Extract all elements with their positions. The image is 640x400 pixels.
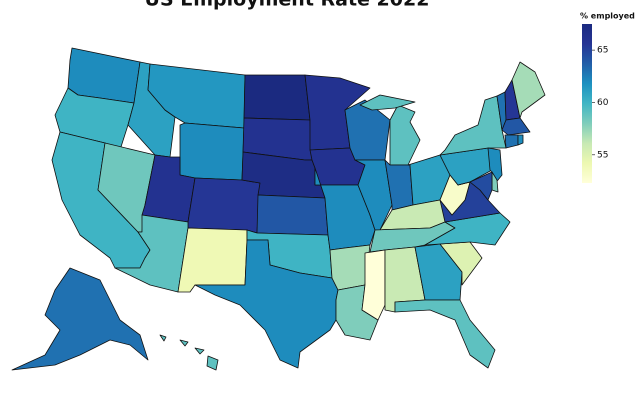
state xyxy=(179,122,245,181)
state xyxy=(329,244,371,291)
colorbar-scale xyxy=(582,24,592,183)
state xyxy=(517,134,524,146)
colorbar-title: % employed xyxy=(580,12,635,21)
states xyxy=(11,47,546,371)
colorbar-tick-label: 65 xyxy=(597,46,608,56)
state xyxy=(114,214,189,293)
state xyxy=(361,249,386,321)
colorbar-tick-label: 60 xyxy=(597,98,609,108)
state xyxy=(194,347,205,355)
state xyxy=(457,171,493,201)
state xyxy=(194,239,339,369)
state xyxy=(504,134,519,149)
colorbar: 55 60 65 xyxy=(582,24,609,183)
state xyxy=(159,334,167,342)
state xyxy=(54,87,135,151)
state xyxy=(254,194,329,236)
state xyxy=(11,267,149,371)
state xyxy=(359,94,416,111)
state xyxy=(243,74,311,121)
state xyxy=(394,299,496,369)
state xyxy=(501,117,531,136)
state xyxy=(439,95,507,156)
state xyxy=(187,177,261,234)
map-title: US Employment Rate 2022 xyxy=(145,0,430,11)
state xyxy=(389,104,421,166)
state xyxy=(206,355,219,371)
state xyxy=(177,227,248,293)
colorbar-tick-label: 55 xyxy=(597,150,608,160)
state xyxy=(424,212,511,246)
state xyxy=(179,339,189,347)
